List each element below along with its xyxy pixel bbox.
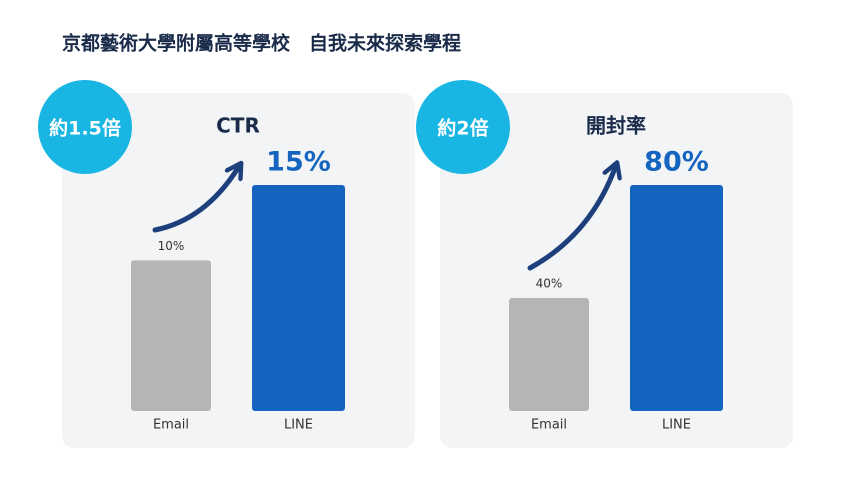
badge-circle bbox=[416, 80, 510, 174]
category-label: LINE bbox=[662, 418, 691, 433]
chart-title: 開封率 bbox=[586, 114, 646, 138]
bar bbox=[252, 185, 345, 411]
value-label: 40% bbox=[536, 277, 563, 291]
chart-title: CTR bbox=[216, 114, 260, 138]
badge-text: 約2倍 bbox=[437, 117, 488, 140]
badge-text: 約1.5倍 bbox=[49, 117, 121, 140]
bar bbox=[509, 298, 589, 411]
growth-arrow bbox=[527, 168, 615, 271]
page-title: 京都藝術大學附屬高等學校 自我未來探索學程 bbox=[62, 32, 461, 55]
bar bbox=[630, 185, 723, 411]
bar bbox=[131, 260, 211, 411]
growth-arrow bbox=[152, 168, 238, 233]
value-label: 10% bbox=[158, 239, 185, 253]
category-label: LINE bbox=[284, 418, 313, 433]
badge-circle bbox=[38, 80, 132, 174]
value-label: 15% bbox=[266, 147, 331, 178]
category-label: Email bbox=[153, 418, 189, 433]
category-label: Email bbox=[531, 418, 567, 433]
value-label: 80% bbox=[644, 147, 709, 178]
